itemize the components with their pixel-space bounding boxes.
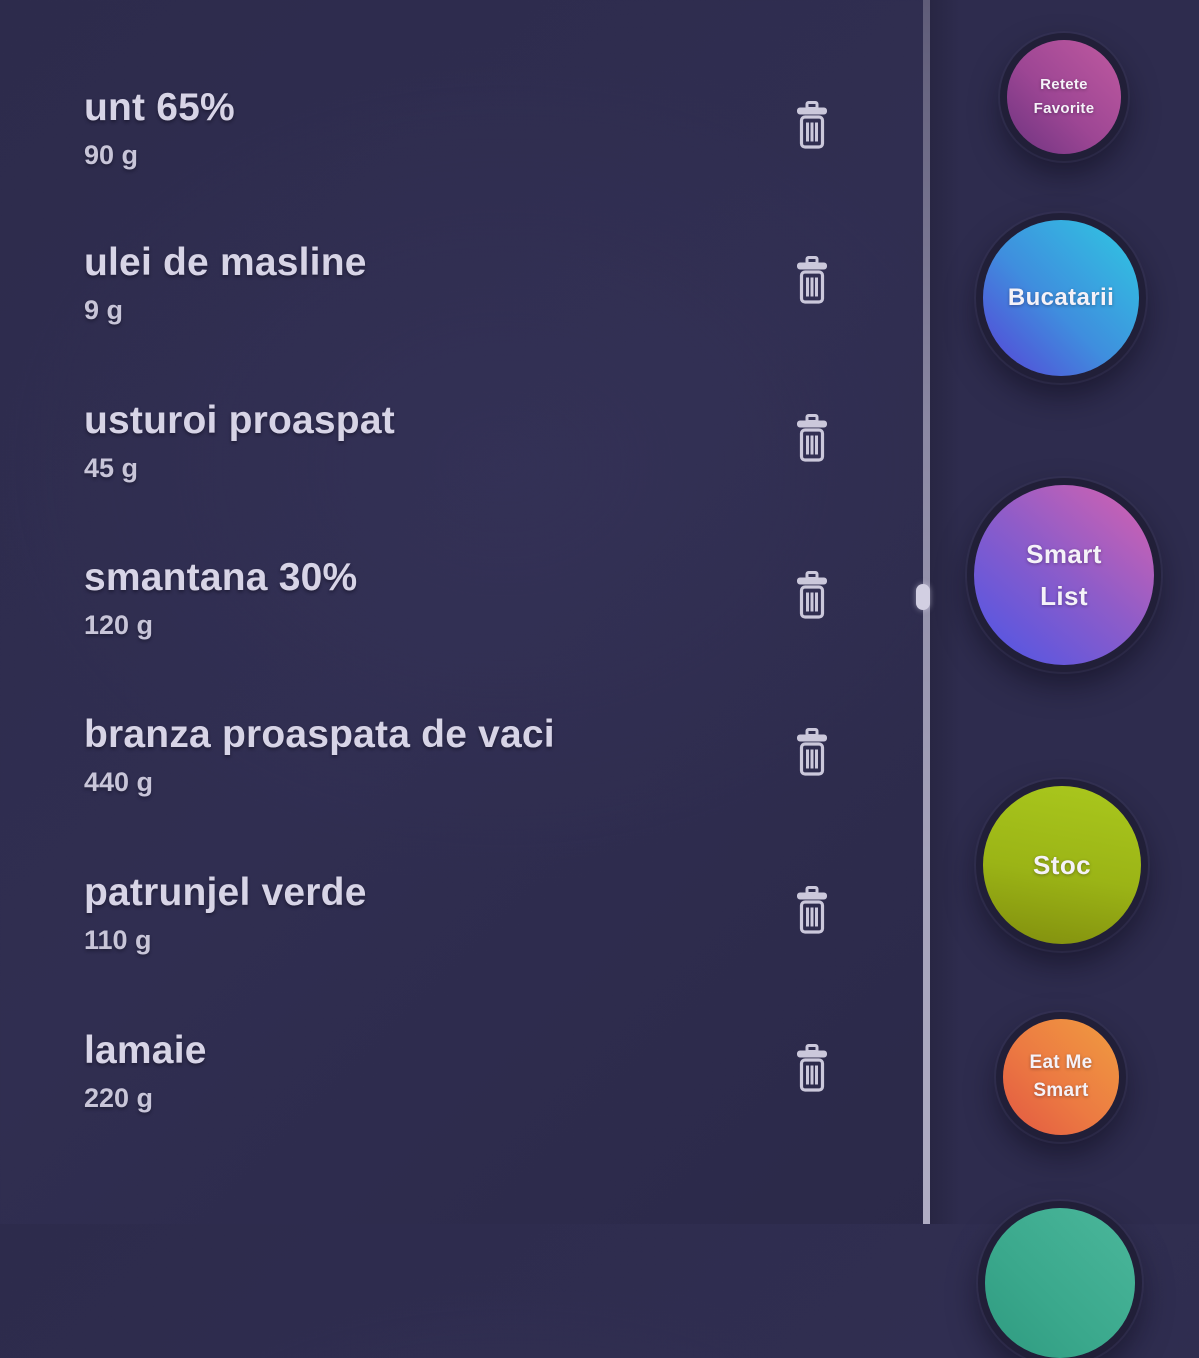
delete-ingredient-button[interactable] [791, 883, 833, 937]
trash-icon [797, 1044, 827, 1092]
delete-ingredient-button[interactable] [791, 1041, 833, 1095]
ingredient-name: smantana 30% [84, 556, 358, 599]
button-label: Favorite [1033, 100, 1095, 117]
delete-ingredient-button[interactable] [791, 568, 833, 622]
ingredient-quantity: 220 g [84, 1083, 154, 1113]
button-label: Retete [1040, 76, 1088, 93]
ingredient-quantity: 110 g [84, 925, 152, 955]
ingredient-name: usturoi proaspat [84, 399, 395, 442]
trash-icon [797, 101, 827, 149]
ingredient-list: unt 65% 90 g ulei de masline 9 g [0, 85, 930, 1178]
ingredient-name: branza proaspata de vaci [84, 713, 555, 756]
ingredient-quantity: 9 g [84, 295, 124, 325]
trash-icon [797, 571, 827, 619]
sidebar-button-smart-list[interactable]: Smart List [974, 485, 1154, 665]
ingredient-quantity: 440 g [84, 767, 154, 797]
ingredient-row: smantana 30% 120 g [0, 555, 930, 705]
trash-icon [797, 728, 827, 776]
scrollbar-thumb[interactable] [916, 584, 930, 610]
delete-ingredient-button[interactable] [791, 725, 833, 779]
ingredient-row: patrunjel verde 110 g [0, 870, 930, 1020]
ingredient-quantity: 45 g [84, 453, 139, 483]
sidebar-button-eat-me-smart[interactable]: Eat Me Smart [1003, 1019, 1119, 1135]
ingredient-row: usturoi proaspat 45 g [0, 398, 930, 548]
trash-icon [797, 256, 827, 304]
sidebar-button-stoc[interactable]: Stoc [983, 786, 1141, 944]
sidebar-button-retete-favorite[interactable]: Retete Favorite [1007, 40, 1121, 154]
sidebar-button-bucatarii[interactable]: Bucatarii [983, 220, 1139, 376]
button-label: Eat Me [1029, 1052, 1093, 1073]
ingredient-name: lamaie [84, 1029, 207, 1072]
trash-icon [797, 886, 827, 934]
button-label: Smart [1033, 1080, 1089, 1101]
button-label: List [1040, 581, 1088, 611]
ingredient-row: ulei de masline 9 g [0, 240, 930, 390]
ingredient-row: branza proaspata de vaci 440 g [0, 712, 930, 862]
delete-ingredient-button[interactable] [791, 411, 833, 465]
button-label: Bucatarii [1007, 284, 1115, 311]
delete-ingredient-button[interactable] [791, 98, 833, 152]
button-label: Smart [1026, 539, 1102, 569]
ingredient-quantity: 90 g [84, 140, 139, 170]
trash-icon [797, 414, 827, 462]
button-label: Stoc [1033, 849, 1091, 880]
ingredient-quantity: 120 g [84, 610, 154, 640]
sidebar-button-partial[interactable] [985, 1208, 1135, 1358]
ingredient-row: unt 65% 90 g [0, 85, 930, 235]
divider [923, 0, 930, 1224]
ingredient-name: patrunjel verde [84, 871, 367, 914]
ingredient-name: unt 65% [84, 86, 235, 129]
delete-ingredient-button[interactable] [791, 253, 833, 307]
ingredient-row: lamaie 220 g [0, 1028, 930, 1178]
ingredient-name: ulei de masline [84, 241, 367, 284]
